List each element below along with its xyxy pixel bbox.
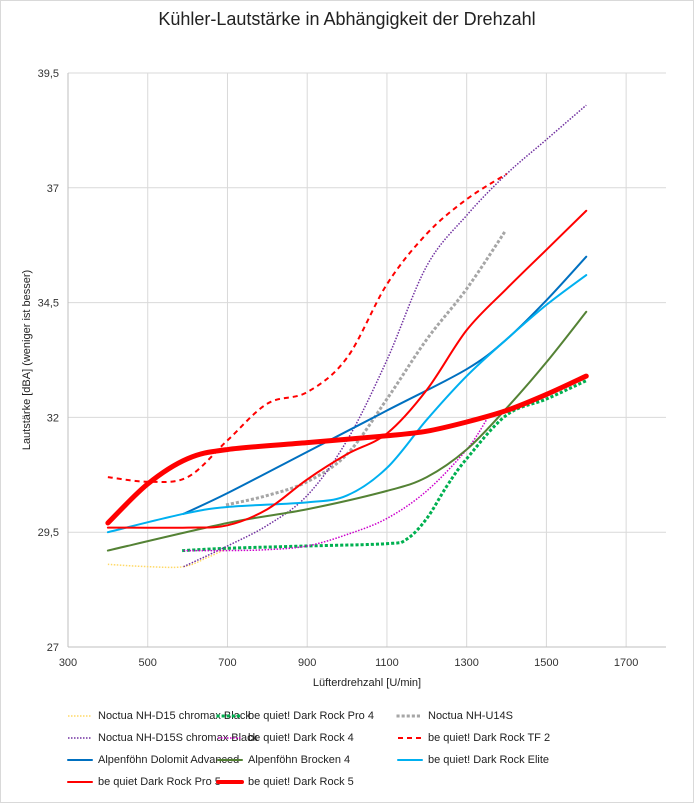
legend-item: be quiet! Dark Rock 4 <box>216 730 354 746</box>
legend-item: Alpenföhn Brocken 4 <box>216 752 350 768</box>
x-tick-label: 1100 <box>375 657 399 669</box>
series-line-be-quiet-dark-rock-elite <box>106 274 588 534</box>
legend-label: be quiet! Dark Rock 5 <box>248 776 354 788</box>
legend-label: Noctua NH-U14S <box>428 710 513 722</box>
legend-swatch <box>397 759 423 761</box>
legend-swatch <box>68 715 92 717</box>
x-axis-label: Lüfterdrehzahl [U/min] <box>312 677 422 689</box>
legend-label: be quiet! Dark Rock TF 2 <box>428 732 551 744</box>
y-tick-label: 34,5 <box>38 298 59 310</box>
x-tick-label: 1700 <box>614 657 638 669</box>
legend-item: be quiet! Dark Rock Elite <box>396 752 549 768</box>
legend-swatch <box>216 780 244 784</box>
legend-swatch <box>396 714 424 718</box>
series-line-be-quiet-dark-rock-tf-2 <box>107 173 508 484</box>
legend-item: be quiet Dark Rock Pro 5 <box>66 774 221 790</box>
y-tick-label: 39,5 <box>38 68 59 80</box>
y-tick-label: 27 <box>47 642 59 654</box>
legend-label: be quiet! Dark Rock Elite <box>428 754 550 766</box>
legend-swatch <box>67 781 93 783</box>
y-tick-label: 37 <box>47 183 59 195</box>
legend-label: Alpenföhn Brocken 4 <box>248 754 351 766</box>
legend-label: be quiet Dark Rock Pro 5 <box>98 776 221 788</box>
legend-label: be quiet! Dark Rock 4 <box>248 732 354 744</box>
legend-label: Alpenföhn Dolomit Advanced <box>98 754 240 766</box>
legend-item: Noctua NH-D15 chromax Black <box>66 708 251 724</box>
legend-label: Noctua NH-D15S chromax Black <box>98 732 259 744</box>
legend-swatch <box>217 759 243 761</box>
series-line-be-quiet-dark-rock-4 <box>183 419 488 552</box>
x-tick-label: 300 <box>59 657 77 669</box>
series-line-alpenf-hn-brocken-4 <box>106 310 588 552</box>
series-line-noctua-nh-d15-chromax-black <box>107 547 228 569</box>
legend-swatch <box>398 737 422 739</box>
x-tick-label: 500 <box>139 657 157 669</box>
y-tick-label: 29,5 <box>38 527 59 539</box>
chart-title: Kühler-Lautstärke in Abhängigkeit der Dr… <box>158 9 536 29</box>
x-tick-label: 900 <box>298 657 316 669</box>
legend-label: be quiet! Dark Rock Pro 4 <box>248 710 374 722</box>
series-line-be-quiet-dark-rock-5 <box>105 373 589 526</box>
series-line-be-quiet-dark-rock-pro-4 <box>182 378 589 553</box>
series-line-noctua-nh-d15s-chromax-black <box>183 104 587 568</box>
x-tick-label: 1300 <box>454 657 478 669</box>
legend-item: be quiet! Dark Rock 5 <box>216 774 354 790</box>
series-line-alpenf-hn-dolomit-advanced <box>182 255 588 515</box>
legend-item: Noctua NH-U14S <box>396 708 513 724</box>
legend-item: be quiet! Dark Rock TF 2 <box>396 730 550 746</box>
series-line-be-quiet-dark-rock-pro-5 <box>106 209 588 529</box>
legend-item: be quiet! Dark Rock Pro 4 <box>216 708 374 724</box>
x-tick-label: 700 <box>218 657 236 669</box>
x-tick-label: 1500 <box>534 657 558 669</box>
legend-swatch <box>216 714 244 718</box>
legend-label: Noctua NH-D15 chromax Black <box>98 710 251 722</box>
legend-swatch <box>67 759 93 761</box>
legend-item: Noctua NH-D15S chromax Black <box>66 730 258 746</box>
legend-swatch <box>218 737 242 739</box>
legend-item: Alpenföhn Dolomit Advanced <box>66 752 239 768</box>
legend-swatch <box>68 737 92 739</box>
y-tick-label: 32 <box>47 412 59 424</box>
